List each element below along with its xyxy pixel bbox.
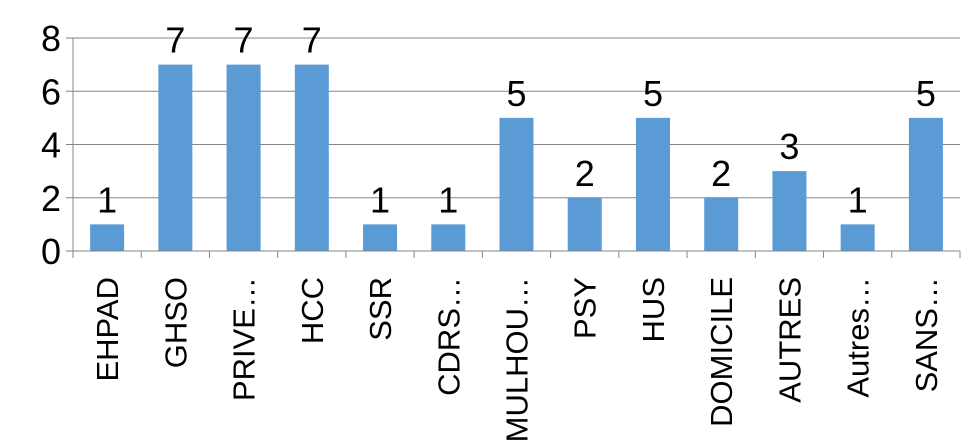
y-tick-label: 4 — [41, 125, 61, 166]
data-label: 5 — [643, 73, 663, 114]
x-category-labels: EHPAD GHSO PRIVE… HCC SSR CDRS… MULHOU… PSY HUS D… — [90, 277, 944, 441]
bar — [840, 224, 875, 251]
category-label: CDRS… — [431, 277, 466, 396]
data-label: 2 — [575, 153, 595, 194]
bar — [772, 171, 807, 251]
data-label: 3 — [779, 126, 799, 167]
bar — [431, 224, 466, 251]
bars — [90, 64, 943, 251]
bar — [704, 197, 739, 251]
y-tick-labels: 0 2 4 6 8 — [41, 18, 61, 272]
category-label: Autres… — [841, 277, 876, 398]
bar — [90, 224, 125, 251]
data-label: 5 — [916, 73, 936, 114]
data-label: 7 — [302, 20, 322, 61]
data-label: 7 — [165, 20, 185, 61]
bar — [499, 117, 534, 251]
category-label: AUTRES — [772, 277, 807, 403]
category-label: GHSO — [158, 277, 193, 368]
category-label: HUS — [636, 277, 671, 342]
category-label: DOMICILE — [704, 277, 739, 427]
category-label: SANS… — [909, 277, 944, 392]
data-label: 1 — [438, 179, 458, 220]
y-tick-label: 8 — [41, 18, 61, 59]
data-label: 5 — [506, 73, 526, 114]
bar — [363, 224, 398, 251]
y-tick-label: 6 — [41, 71, 61, 112]
data-labels: 1 7 7 7 1 1 5 2 5 2 3 1 5 — [97, 20, 936, 221]
category-label: EHPAD — [90, 277, 125, 382]
bar — [567, 197, 602, 251]
data-label: 1 — [848, 179, 868, 220]
category-label: PRIVE… — [227, 277, 262, 401]
y-tick-label: 2 — [41, 178, 61, 219]
bar — [158, 64, 193, 251]
category-label: SSR — [363, 277, 398, 341]
category-label: PSY — [568, 277, 603, 339]
bar — [635, 117, 670, 251]
bar — [294, 64, 329, 251]
y-tick-label: 0 — [41, 231, 61, 272]
axes — [66, 37, 961, 258]
data-label: 1 — [97, 179, 117, 220]
data-label: 2 — [711, 153, 731, 194]
category-label: MULHOU… — [500, 277, 535, 441]
bar — [226, 64, 261, 251]
category-label: HCC — [295, 277, 330, 344]
data-label: 7 — [234, 20, 254, 61]
data-label: 1 — [370, 179, 390, 220]
bar — [908, 117, 943, 251]
